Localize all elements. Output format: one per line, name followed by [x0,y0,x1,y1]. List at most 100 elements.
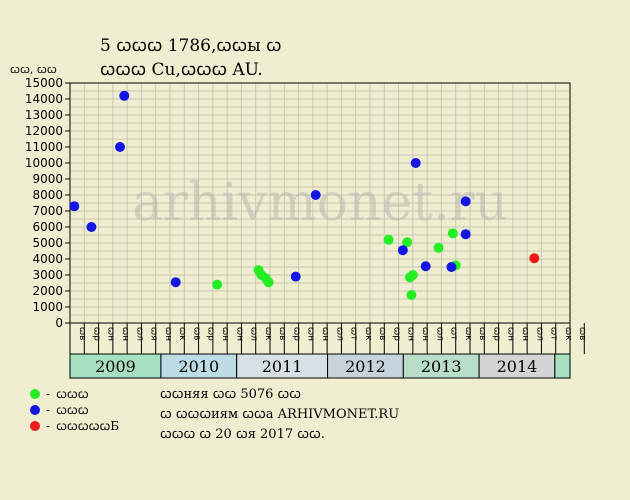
data-point [115,142,125,152]
data-point [397,245,408,256]
year-band [160,353,238,379]
data-point [310,190,321,200]
year-label: 2012 [345,357,386,376]
legend-item-blue: - ꞷꞷꞷ [30,401,89,418]
month-label: ꞷр [206,327,216,341]
y-tick-label: 1000 [32,300,63,314]
month-label: ꞷв [277,327,287,340]
legend-green-label: ꞷꞷꞷ [56,387,89,401]
y-tick-label: 15000 [25,76,63,90]
month-label: ꞷк [263,327,273,341]
month-label: ꞷн [234,327,244,341]
month-label: ꞷл [534,327,544,341]
data-point [406,290,417,300]
y-tick-label: 4000 [32,252,63,266]
month-label: ꞷв [377,327,387,340]
year-band [327,353,404,379]
month-label: ꞷк [177,327,187,341]
month-label: ꞷк [363,327,373,341]
y-tick-label: 12000 [25,124,63,138]
legend-blue-label: ꞷꞷꞷ [56,403,89,417]
year-label: 2009 [95,357,136,376]
footer-line1: ꞷꞷняя ꞷꞷ 5076 ꞷꞷ [160,387,302,402]
watermark: arhivmonet.ru [132,173,508,233]
y-tick-label: 7000 [32,204,63,218]
month-label: ꞷв [191,327,201,340]
data-point [86,222,97,232]
month-label: ꞷк [563,327,573,341]
month-label: ꞷв [577,327,587,340]
month-label: ꞷк [463,327,473,341]
month-label: ꞷн [420,327,430,341]
y-axis-label: ꞷꞷ, ꞷꞷ [10,63,57,76]
year-band [402,353,480,379]
month-label: ꞷв [477,327,487,340]
year-band [69,353,162,379]
month-label: ꞷт [549,327,559,340]
y-tick-label: 10000 [25,156,63,170]
month-label: ꞷл [249,327,259,341]
y-tick-label: 11000 [25,140,63,154]
legend-red-dot-icon [30,420,40,431]
data-point [529,253,540,264]
month-label: ꞷл [434,327,444,341]
month-label: ꞷн [520,327,530,341]
month-label: ꞷр [291,327,301,341]
data-point [212,279,223,290]
y-tick-label: 9000 [32,172,63,186]
data-point [460,229,471,240]
data-point [383,234,394,245]
data-point [446,262,457,272]
data-point [290,271,301,282]
data-point [420,261,431,272]
month-label: ꞷя [149,327,159,341]
data-point [407,270,418,280]
month-label: ꞷн [120,327,130,341]
month-label: ꞷн [106,327,116,341]
data-point [410,158,421,168]
month-label: ꞷв [77,327,87,340]
chart-title-line1: 5 ꞷꞷꞷ 1786,ꞷꞷы ꞷ [100,36,282,56]
month-label: ꞷт [349,327,359,340]
year-label: 2010 [178,357,219,376]
footer-line2: ꞷ ꞷꞷꞷиям ꞷꞷа ARHIVMONET.RU [160,407,400,422]
chart-title-line2: ꞷꞷꞷ Cu,ꞷꞷꞷ AU. [100,60,263,80]
month-label: ꞷн [220,327,230,341]
month-label: ꞷн [320,327,330,341]
month-label: ꞷт [449,327,459,340]
legend-item-red: - ꞷꞷꞷꞷꞷБ [30,417,119,434]
y-tick-label: 2000 [32,284,63,298]
legend-red-label: ꞷꞷꞷꞷꞷБ [56,419,120,433]
data-point [119,90,130,101]
month-label: ꞷн [506,327,516,341]
data-point [170,277,181,288]
month-label: ꞷл [134,327,144,341]
data-point [69,201,80,212]
month-label: ꞷр [391,327,401,341]
y-tick-label: 13000 [25,108,63,122]
year-label: 2013 [421,357,462,376]
month-label: ꞷр [491,327,501,341]
legend-green-dot-icon [30,388,40,399]
year-label: 2011 [262,357,303,376]
month-label: ꞷн [406,327,416,341]
month-label: ꞷр [91,327,101,341]
y-tick-label: 3000 [32,268,63,282]
legend-blue-dot-icon [30,404,40,415]
month-label: ꞷн [306,327,316,341]
y-tick-label: 8000 [32,188,63,202]
plot-border [69,82,571,324]
y-tick-label: 0 [55,316,63,330]
month-label: ꞷл [334,327,344,341]
month-label: ꞷн [163,327,173,341]
data-point [433,242,444,253]
legend-item-green: - ꞷꞷꞷ [30,385,89,402]
y-tick-label: 5000 [32,236,63,250]
y-tick-label: 14000 [25,92,63,106]
footer-line3: ꞷꞷꞷ ꞷ 20 ꞷя 2017 ꞷꞷ. [160,427,325,442]
data-point [460,196,471,207]
y-tick-label: 6000 [32,220,63,234]
year-label: 2014 [497,357,538,376]
year-band [554,353,571,379]
